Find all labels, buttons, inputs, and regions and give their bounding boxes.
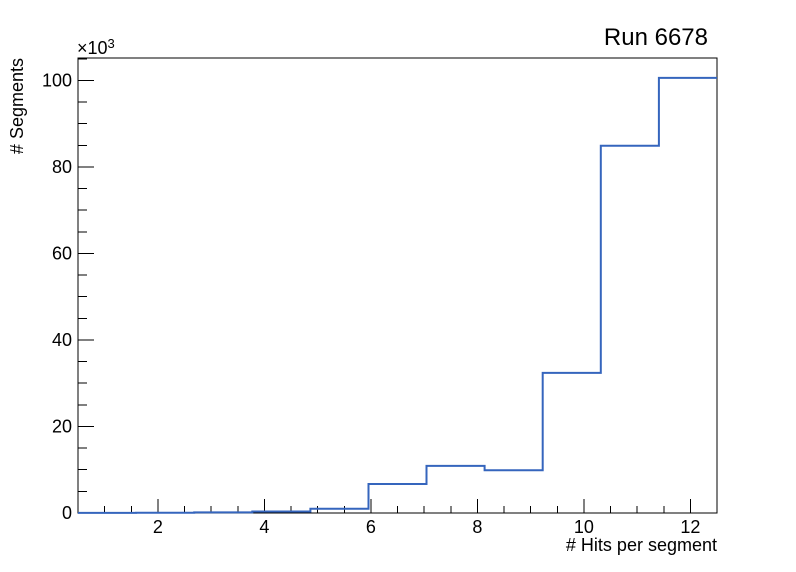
- x-tick-label: 8: [472, 517, 482, 537]
- plot-title: Run 6678: [603, 24, 708, 51]
- y-tick-label: 20: [52, 416, 72, 436]
- x-tick-label: 12: [680, 517, 700, 537]
- x-tick-label: 10: [574, 517, 594, 537]
- y-tick-label: 40: [52, 330, 72, 350]
- y-tick-label: 100: [42, 70, 72, 90]
- x-tick-label: 2: [153, 517, 163, 537]
- x-tick-label: 6: [366, 517, 376, 537]
- y-axis-multiplier-base: ×10: [77, 38, 108, 58]
- x-tick-label: 4: [259, 517, 269, 537]
- y-axis-title: # Segments: [7, 58, 27, 155]
- y-tick-label: 80: [52, 157, 72, 177]
- y-axis-multiplier-exponent: 3: [107, 36, 115, 51]
- histogram-line: [78, 76, 717, 514]
- x-axis-title: # Hits per segment: [565, 535, 717, 555]
- plot-frame: [77, 57, 718, 514]
- y-tick-label: 0: [62, 503, 72, 523]
- y-tick-label: 60: [52, 243, 72, 263]
- y-axis-multiplier: ×103: [77, 37, 115, 57]
